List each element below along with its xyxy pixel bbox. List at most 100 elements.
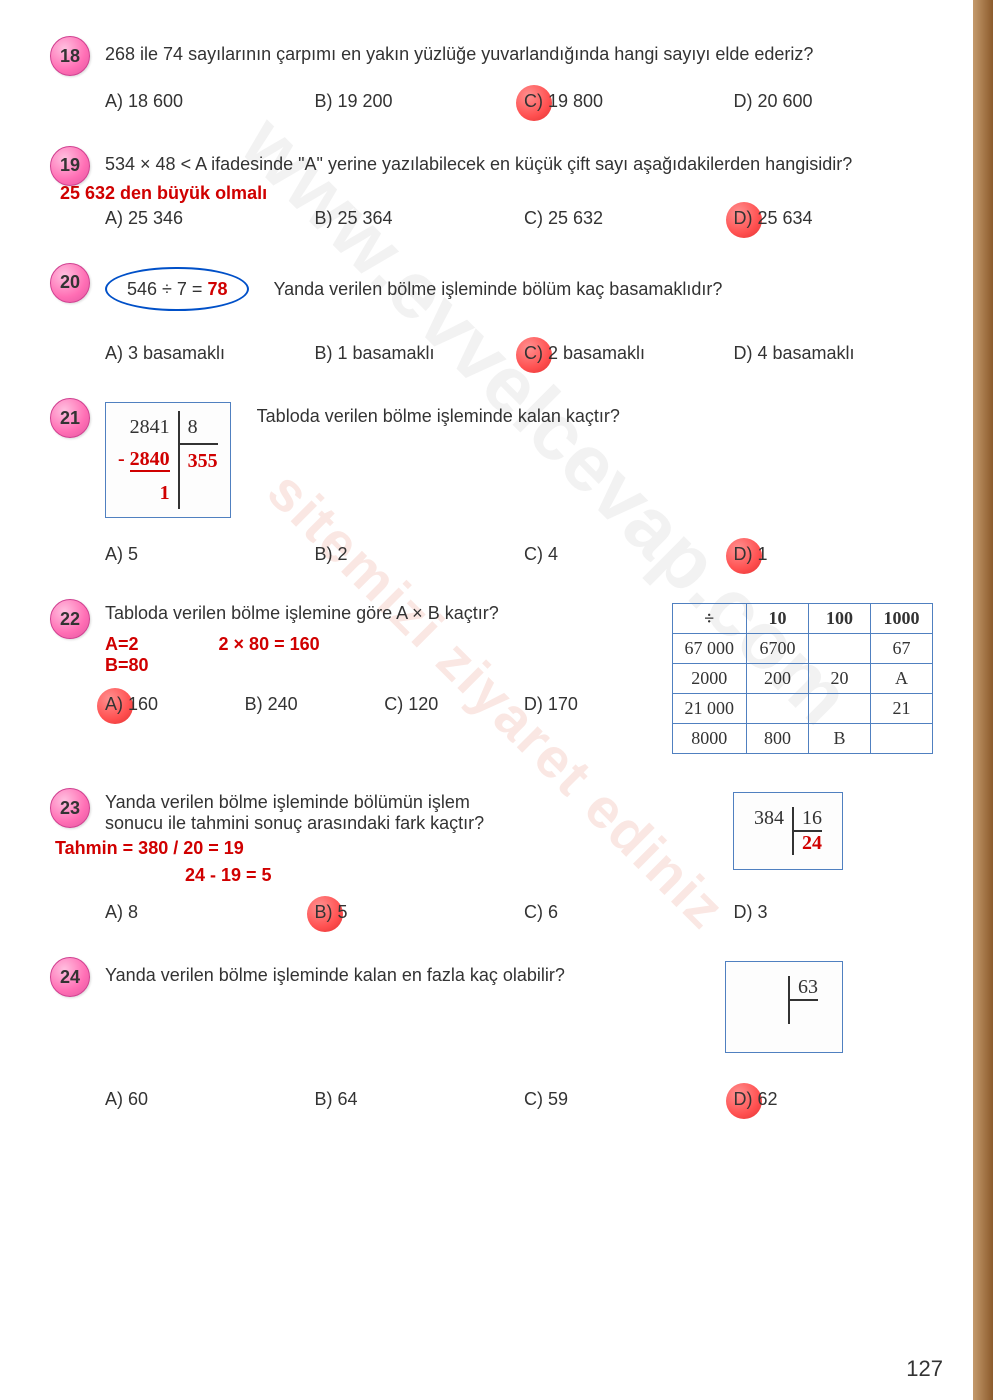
question-19: 19 534 × 48 < A ifadesinde "A" yerine ya… (50, 150, 933, 229)
dividend: 2841 (118, 411, 180, 443)
divisor: 16 (794, 807, 822, 830)
options-row: A) 160 B) 240 C) 120 D) 170 (105, 694, 654, 715)
table-cell: 20 (809, 664, 871, 694)
option-c[interactable]: C) 6 (524, 902, 724, 923)
question-24: 24 Yanda verilen bölme işleminde kalan e… (50, 961, 933, 1110)
table-cell: 67 000 (672, 634, 747, 664)
question-23: 23 Yanda verilen bölme işleminde bölümün… (50, 792, 933, 923)
division-sub-row: - 2840 (118, 443, 180, 477)
quotient: 24 (794, 830, 822, 855)
question-number-badge: 19 (50, 146, 90, 186)
division-box: 384 16 24 (733, 792, 843, 870)
option-c[interactable]: C) 25 632 (524, 208, 724, 229)
option-c[interactable]: C) 2 basamaklı (524, 343, 724, 364)
table-row: 67 000 6700 67 (672, 634, 933, 664)
question-text-line2: sonucu ile tahmini sonuç arasındaki fark… (105, 813, 693, 834)
question-row: 546 ÷ 7 = 78 Yanda verilen bölme işlemin… (105, 267, 933, 312)
question-text: Tabloda verilen bölme işleminde kalan ka… (257, 402, 620, 431)
options-row: A) 18 600 B) 19 200 C) 19 800 D) 20 600 (105, 91, 933, 112)
question-text: Yanda verilen bölme işleminde kalan en f… (105, 961, 685, 990)
long-division: 2841 8 - 2840 355 1 (118, 411, 218, 509)
option-b[interactable]: B) 25 364 (315, 208, 515, 229)
option-d[interactable]: D) 25 634 (734, 208, 934, 229)
option-d[interactable]: D) 4 basamaklı (734, 343, 934, 364)
minus-sign: - (118, 448, 125, 470)
table-cell: B (809, 724, 871, 754)
option-a[interactable]: A) 18 600 (105, 91, 305, 112)
annotation-calc: 2 × 80 = 160 (219, 634, 320, 655)
table-cell: 21 (871, 694, 933, 724)
page-number: 127 (906, 1356, 943, 1382)
option-b[interactable]: B) 240 (245, 694, 375, 715)
options-row: A) 25 346 B) 25 364 C) 25 632 D) 25 634 (105, 208, 933, 229)
option-d[interactable]: D) 3 (734, 902, 934, 923)
option-b[interactable]: B) 1 basamaklı (315, 343, 515, 364)
table-cell: 800 (747, 724, 809, 754)
question-text-line1: Yanda verilen bölme işleminde bölümün iş… (105, 792, 693, 813)
table-row: 21 000 21 (672, 694, 933, 724)
table-cell: ÷ (672, 604, 747, 634)
remainder: 1 (118, 477, 180, 509)
option-c[interactable]: C) 120 (384, 694, 514, 715)
table-cell: 100 (809, 604, 871, 634)
option-b[interactable]: B) 64 (315, 1089, 515, 1110)
option-c[interactable]: C) 59 (524, 1089, 724, 1110)
question-18: 18 268 ile 74 sayılarının çarpımı en yak… (50, 40, 933, 112)
option-b[interactable]: B) 5 (315, 902, 515, 923)
divisor: 8 (180, 411, 218, 443)
table-cell: 2000 (672, 664, 747, 694)
long-division: 63 (760, 976, 818, 1024)
division-table: ÷ 10 100 1000 67 000 6700 67 2000 200 20… (672, 603, 934, 754)
table-cell: 1000 (871, 604, 933, 634)
table-cell: 6700 (747, 634, 809, 664)
option-a[interactable]: A) 3 basamaklı (105, 343, 305, 364)
annotation-a: A=2 (105, 634, 139, 655)
option-a[interactable]: A) 160 (105, 694, 235, 715)
question-text: Yanda verilen bölme işleminde bölüm kaç … (273, 275, 722, 304)
annotation-estimate: Tahmin = 380 / 20 = 19 (55, 838, 693, 859)
option-b[interactable]: B) 2 (315, 544, 515, 565)
option-a[interactable]: A) 5 (105, 544, 305, 565)
question-21: 21 2841 8 - 2840 355 1 Tabloda verilen b… (50, 402, 933, 565)
option-a[interactable]: A) 8 (105, 902, 305, 923)
options-row: A) 60 B) 64 C) 59 D) 62 (105, 1089, 933, 1110)
question-text: Tabloda verilen bölme işlemine göre A × … (105, 603, 654, 624)
question-22: 22 Tabloda verilen bölme işlemine göre A… (50, 603, 933, 754)
question-number-badge: 18 (50, 36, 90, 76)
table-cell (809, 634, 871, 664)
table-cell: 200 (747, 664, 809, 694)
option-a[interactable]: A) 25 346 (105, 208, 305, 229)
question-text: 268 ile 74 sayılarının çarpımı en yakın … (105, 40, 933, 69)
table-cell: 67 (871, 634, 933, 664)
option-d[interactable]: D) 1 (734, 544, 934, 565)
option-c[interactable]: C) 4 (524, 544, 724, 565)
options-row: A) 5 B) 2 C) 4 D) 1 (105, 544, 933, 565)
annotation-diff: 24 - 19 = 5 (185, 865, 693, 886)
division-box: 63 (725, 961, 843, 1053)
page-content: 18 268 ile 74 sayılarının çarpımı en yak… (0, 0, 993, 1140)
dividend: 384 (754, 807, 794, 830)
question-row: 2841 8 - 2840 355 1 Tabloda verilen bölm… (105, 402, 933, 518)
question-number-badge: 21 (50, 398, 90, 438)
annotation-b: B=80 (105, 655, 654, 676)
table-header-row: ÷ 10 100 1000 (672, 604, 933, 634)
long-division: 384 16 24 (754, 807, 822, 855)
equation-answer: 78 (207, 279, 227, 299)
option-b[interactable]: B) 19 200 (315, 91, 515, 112)
subtraction-value: 2840 (130, 448, 170, 472)
table-cell: 10 (747, 604, 809, 634)
division-box: 2841 8 - 2840 355 1 (105, 402, 231, 518)
equation-lhs: 546 ÷ 7 = (127, 279, 207, 299)
table-cell (871, 724, 933, 754)
table-row: 2000 200 20 A (672, 664, 933, 694)
option-d[interactable]: D) 62 (734, 1089, 934, 1110)
table-cell: 21 000 (672, 694, 747, 724)
options-row: A) 8 B) 5 C) 6 D) 3 (105, 902, 933, 923)
option-d[interactable]: D) 20 600 (734, 91, 934, 112)
option-c[interactable]: C) 19 800 (524, 91, 724, 112)
option-a[interactable]: A) 60 (105, 1089, 305, 1110)
table-cell (747, 694, 809, 724)
table-row: 8000 800 B (672, 724, 933, 754)
option-d[interactable]: D) 170 (524, 694, 654, 715)
table-cell: A (871, 664, 933, 694)
